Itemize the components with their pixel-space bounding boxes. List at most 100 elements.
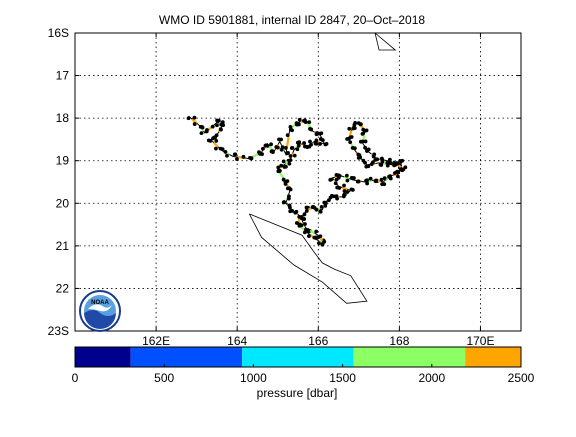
profile-point [352, 126, 357, 130]
profile-point [283, 146, 288, 150]
profile-point [225, 153, 229, 158]
profile-segment [343, 175, 350, 180]
profile-point [369, 162, 374, 167]
profile-point [358, 139, 363, 144]
profile-point [318, 209, 323, 214]
x-tick-label: 164 [227, 334, 247, 348]
profile-point [365, 148, 370, 153]
colorbar-tick-label: 1000 [240, 371, 267, 385]
y-tick-label: 21 [56, 239, 70, 253]
profile-segment [191, 118, 198, 125]
profile-point [258, 151, 262, 156]
profile-point [387, 157, 392, 162]
profile-point [319, 204, 324, 209]
plot-background [75, 33, 521, 331]
profile-point [309, 127, 313, 132]
profile-point [270, 150, 275, 154]
colorbar-bin [130, 347, 243, 367]
profile-point [314, 207, 319, 212]
profile-point [215, 123, 219, 128]
profile-point [318, 137, 323, 141]
profile-point [302, 212, 307, 217]
profile-point [305, 228, 310, 232]
y-tick-label: 17 [56, 69, 70, 83]
profile-point [295, 140, 300, 145]
profile-segment [252, 153, 259, 158]
y-tick-label: 20 [56, 196, 70, 210]
profile-point [382, 176, 387, 181]
profile-point [401, 167, 406, 172]
profile-point [214, 138, 219, 143]
x-tick-label: 162E [142, 334, 170, 348]
profile-point [284, 164, 288, 169]
profile-point [283, 182, 288, 186]
profile-point [307, 234, 311, 238]
profile-point [308, 139, 312, 144]
profile-point [294, 122, 299, 127]
profile-point [372, 152, 377, 157]
profile-point [344, 173, 349, 178]
profile-point [302, 217, 306, 221]
colorbar-bin [75, 347, 131, 367]
profile-segment [297, 218, 301, 223]
profile-point [249, 156, 254, 161]
colorbar-tick-label: 500 [154, 371, 174, 385]
profile-segment [362, 134, 366, 141]
colorbar-tick-label: 2000 [418, 371, 445, 385]
noaa-logo: NOAA [79, 290, 121, 332]
profile-point [288, 154, 293, 158]
profile-point [213, 146, 218, 151]
profile-point [349, 187, 354, 192]
y-tick-label: 16S [48, 26, 69, 40]
coastline [248, 213, 368, 304]
coastline [374, 32, 397, 51]
profile-segment [318, 239, 323, 244]
colorbar-ticks: 0 500 1000 1500 2000 2500 [72, 364, 535, 385]
profile-point [219, 122, 224, 127]
profile-point [335, 185, 340, 190]
profile-segment [285, 161, 289, 165]
profile-point [360, 131, 365, 136]
logo-text: NOAA [91, 300, 109, 306]
profile-point [295, 147, 300, 152]
colorbar-label: pressure [dbar] [257, 386, 338, 400]
profile-point [318, 142, 322, 146]
colorbar-tick-label: 2500 [508, 371, 535, 385]
profile-point [378, 162, 383, 167]
profile-point [345, 178, 350, 183]
profile-point [281, 159, 286, 164]
profile-point [395, 174, 400, 179]
profile-point [294, 221, 299, 225]
profile-segment [348, 130, 353, 136]
profile-segment [341, 186, 348, 191]
profile-point [379, 177, 384, 182]
profile-point [200, 125, 204, 129]
profile-point [303, 222, 307, 226]
logo-wave-icon [84, 310, 116, 329]
colorbar-tick-label: 1500 [329, 371, 356, 385]
grid-lines [75, 32, 521, 332]
colorbar-bin [242, 347, 354, 367]
profile-point [324, 142, 329, 146]
profile-point [337, 174, 342, 178]
profile-point [299, 214, 304, 219]
profile-point [269, 142, 273, 147]
profile-point [304, 209, 309, 213]
profile-point [353, 121, 358, 125]
profile-point [307, 120, 312, 125]
profile-point [363, 139, 368, 144]
y-tick-label: 18 [56, 111, 70, 125]
logo-bird-icon [88, 304, 112, 312]
colorbar-tick-label: 0 [72, 371, 79, 385]
profile-point [375, 157, 380, 162]
x-axis-ticks: 162E 164 166 168 170E [142, 33, 494, 348]
profile-point [286, 150, 290, 155]
profile-point [365, 181, 370, 186]
profile-point [365, 178, 369, 183]
profile-segment [285, 136, 290, 147]
profile-point [310, 205, 315, 210]
profile-point [290, 208, 295, 213]
profile-point [363, 160, 367, 165]
profile-segment [213, 141, 219, 148]
